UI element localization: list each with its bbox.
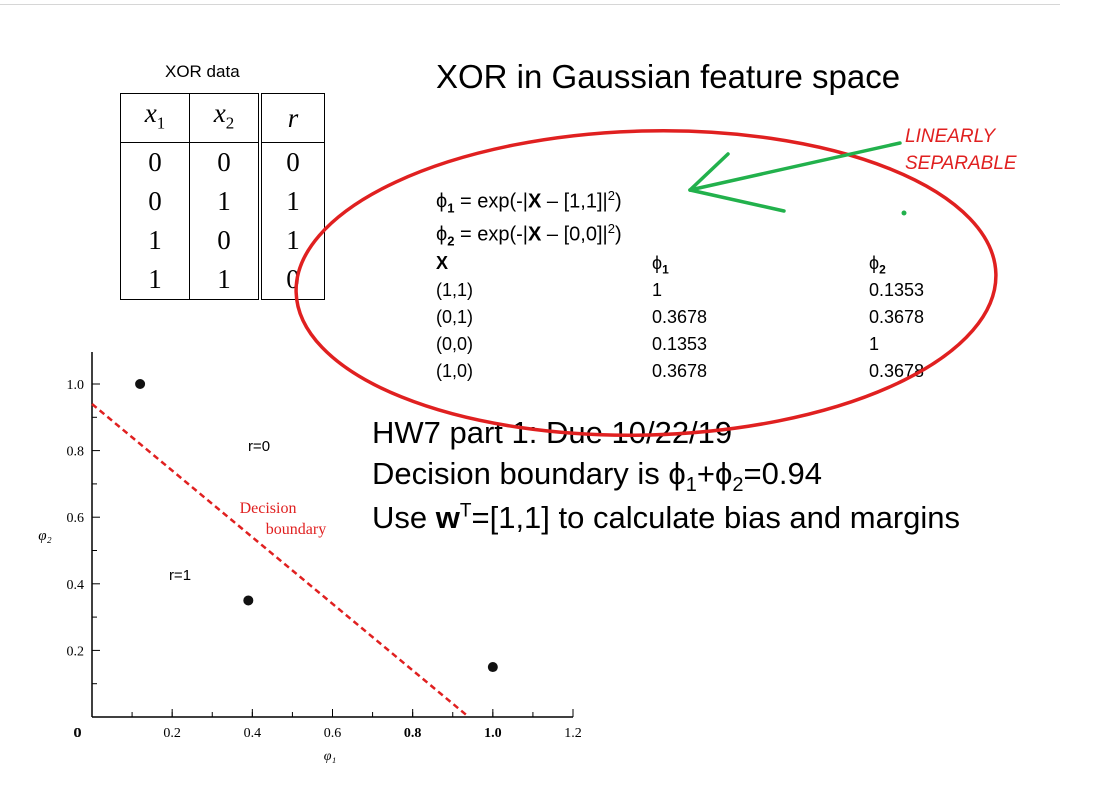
xor-table: x1 x2 r 0 0 0 0 1 1 1 0 1 1 1 0	[120, 93, 325, 301]
x-tick-label: 0.4	[244, 726, 262, 741]
boundary-label: boundary	[266, 521, 326, 538]
feature-cell: (0,1)	[436, 307, 474, 327]
xor-table-caption: XOR data	[165, 62, 240, 81]
x-origin-label: 0	[75, 726, 82, 741]
linearly-separable-annotation: LINEARLY SEPARABLE	[905, 123, 1065, 177]
feature-cell: 0.3678	[869, 307, 925, 327]
table-row: 1 1 0	[121, 260, 325, 300]
y-tick-label: 0.2	[67, 644, 85, 659]
feature-cell: 1	[869, 334, 880, 354]
data-point	[243, 595, 254, 606]
y-tick-label: 0.4	[67, 578, 85, 593]
table-cell: 0	[148, 147, 162, 178]
table-row: 1 0 1	[121, 221, 325, 261]
feature-cell: 1	[652, 280, 663, 300]
feature-cell: 0.1353	[869, 280, 925, 300]
region-label-r1: r=1	[169, 567, 191, 584]
feature-cell: (1,0)	[436, 361, 474, 381]
table-cell: 0	[258, 260, 325, 300]
region-label-r0: r=0	[248, 438, 270, 455]
x-tick-label: 1.2	[564, 726, 582, 741]
y-tick-label: 1.0	[67, 378, 85, 393]
table-row: 0 1 1	[121, 182, 325, 222]
x-tick-label: 0.2	[163, 726, 181, 741]
y-axis-label: φ₂	[38, 528, 52, 544]
table-cell: 0	[148, 186, 162, 217]
header-x2: x2	[189, 93, 260, 144]
data-point	[135, 379, 146, 389]
table-cell: 1	[189, 260, 260, 300]
feature-cell: (1,1)	[436, 280, 474, 300]
phi1-formula: ϕ1 = exp(-|X – [1,1]|2)	[436, 188, 622, 216]
slide-title: XOR in Gaussian feature space	[436, 58, 901, 95]
header-r: r	[258, 93, 325, 144]
feature-cell: 0.1353	[652, 334, 708, 354]
feature-header-phi2: ϕ2	[869, 253, 886, 277]
table-cell: 0	[189, 142, 260, 183]
weights-line: Use wT=[1,1] to calculate bias and margi…	[372, 500, 961, 535]
table-cell: 1	[148, 225, 162, 256]
y-tick-label: 0.6	[67, 511, 85, 526]
decision-boundary-line: Decision boundary is ϕ1+ϕ2=0.94	[372, 456, 822, 497]
table-cell: 1	[258, 182, 325, 222]
feature-cell: (0,0)	[436, 334, 474, 354]
feature-header-phi1: ϕ1	[652, 253, 669, 277]
feature-header-x: X	[436, 253, 449, 273]
x-tick-label: 1.0	[484, 726, 502, 741]
y-tick-label: 0.8	[67, 445, 85, 460]
table-cell: 1	[148, 264, 162, 295]
annotation-line: SEPARABLE	[905, 153, 1017, 174]
table-cell: 0	[189, 221, 260, 261]
header-x1: x1	[120, 93, 190, 144]
highlight-ellipse	[294, 129, 998, 437]
feature-cell: 0.3678	[652, 307, 708, 327]
chart: 0 0.2 0.4 0.6 0.8 1.0 1.20.20.40.60.81.00φ₁φ₂D…	[38, 352, 582, 764]
arrow-icon	[688, 141, 902, 213]
phi2-formula: ϕ2 = exp(-|X – [0,0]|2)	[436, 221, 622, 249]
x-axis-label: φ₁	[324, 749, 337, 764]
x-tick-label: 0.6	[324, 726, 342, 741]
data-point	[487, 662, 498, 673]
x-tick-label: 0.8	[404, 726, 422, 741]
decision-boundary-line	[91, 403, 470, 718]
table-cell: 1	[189, 182, 260, 222]
feature-cell: 0.3678	[652, 361, 708, 381]
table-row: 0 0 0	[121, 142, 325, 183]
x-tick-label: 0	[74, 726, 81, 741]
annotation-line: LINEARLY	[905, 126, 996, 147]
boundary-label: Decision	[240, 500, 297, 517]
top-divider	[0, 4, 1060, 5]
table-cell: 0	[258, 142, 325, 183]
dot-icon	[901, 210, 907, 216]
xor-table-header: x1 x2 r	[120, 93, 325, 144]
